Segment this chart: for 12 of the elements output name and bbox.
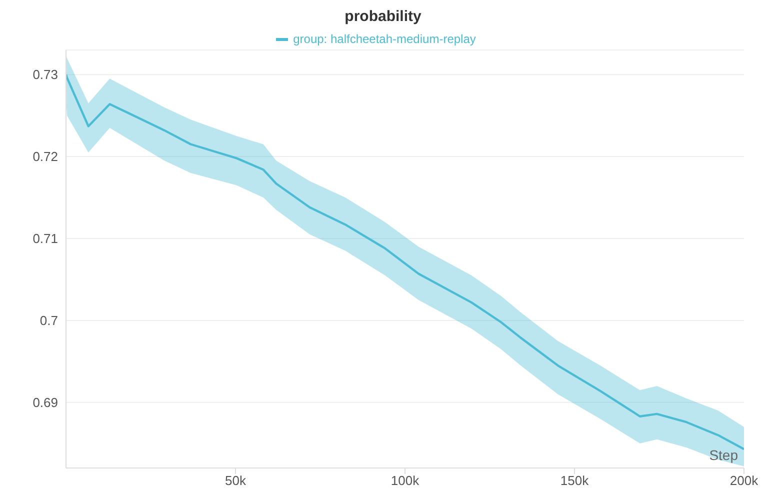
legend-label: group: halfcheetah-medium-replay [292,31,476,48]
y-tick-label: 0.7 [40,313,58,328]
chart-title: probability [344,8,422,27]
x-axis-title: Step [709,447,738,463]
y-tick-label: 0.72 [32,149,58,164]
x-tick-label: 200k [730,473,759,488]
y-tick-label: 0.71 [32,231,58,246]
x-tick-label: 100k [390,473,420,488]
y-tick-label: 0.73 [32,67,58,82]
x-tick-label: 150k [560,473,590,488]
x-tick-label: 50k [225,473,246,488]
y-tick-label: 0.69 [32,395,58,410]
